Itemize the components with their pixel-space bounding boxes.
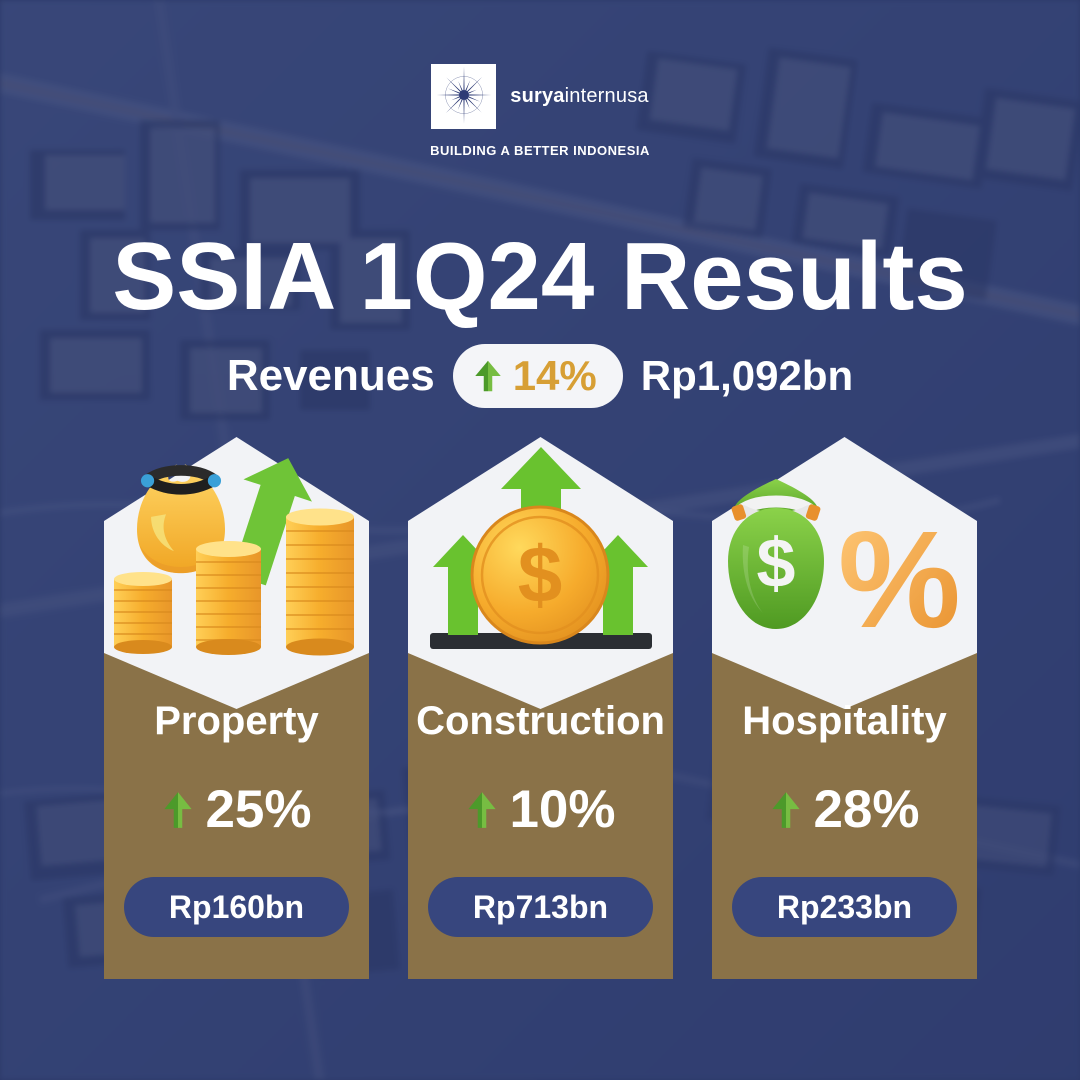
svg-text:$: $ [757,524,796,602]
svg-text:%: % [838,503,961,657]
svg-text:$: $ [518,530,563,619]
